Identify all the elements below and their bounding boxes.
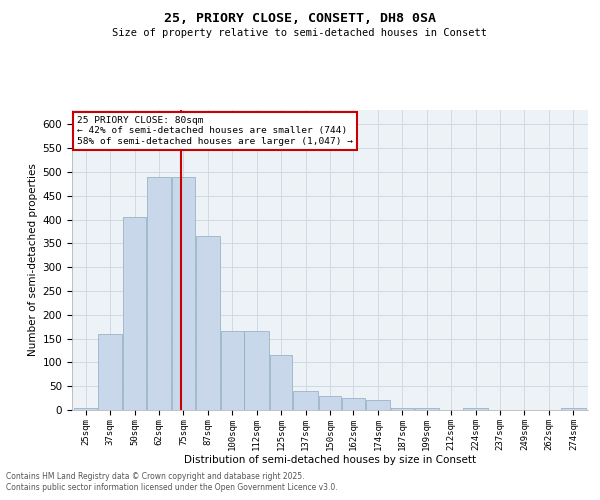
Bar — [172, 176, 194, 410]
Text: Contains public sector information licensed under the Open Government Licence v3: Contains public sector information licen… — [6, 484, 338, 492]
Bar — [342, 398, 365, 410]
Y-axis label: Number of semi-detached properties: Number of semi-detached properties — [28, 164, 38, 356]
Bar — [74, 408, 97, 410]
Bar — [196, 236, 220, 410]
Bar — [221, 332, 244, 410]
Bar — [365, 400, 390, 410]
Bar — [124, 217, 146, 410]
Bar — [147, 176, 171, 410]
Bar — [98, 334, 122, 410]
Bar — [293, 391, 318, 410]
X-axis label: Distribution of semi-detached houses by size in Consett: Distribution of semi-detached houses by … — [184, 456, 476, 466]
Bar — [415, 408, 439, 410]
Bar — [319, 396, 341, 410]
Text: 25, PRIORY CLOSE, CONSETT, DH8 0SA: 25, PRIORY CLOSE, CONSETT, DH8 0SA — [164, 12, 436, 26]
Text: Contains HM Land Registry data © Crown copyright and database right 2025.: Contains HM Land Registry data © Crown c… — [6, 472, 305, 481]
Bar — [391, 408, 413, 410]
Bar — [463, 408, 488, 410]
Bar — [270, 355, 292, 410]
Bar — [561, 408, 586, 410]
Text: 25 PRIORY CLOSE: 80sqm
← 42% of semi-detached houses are smaller (744)
58% of se: 25 PRIORY CLOSE: 80sqm ← 42% of semi-det… — [77, 116, 353, 146]
Bar — [244, 332, 269, 410]
Text: Size of property relative to semi-detached houses in Consett: Size of property relative to semi-detach… — [113, 28, 487, 38]
